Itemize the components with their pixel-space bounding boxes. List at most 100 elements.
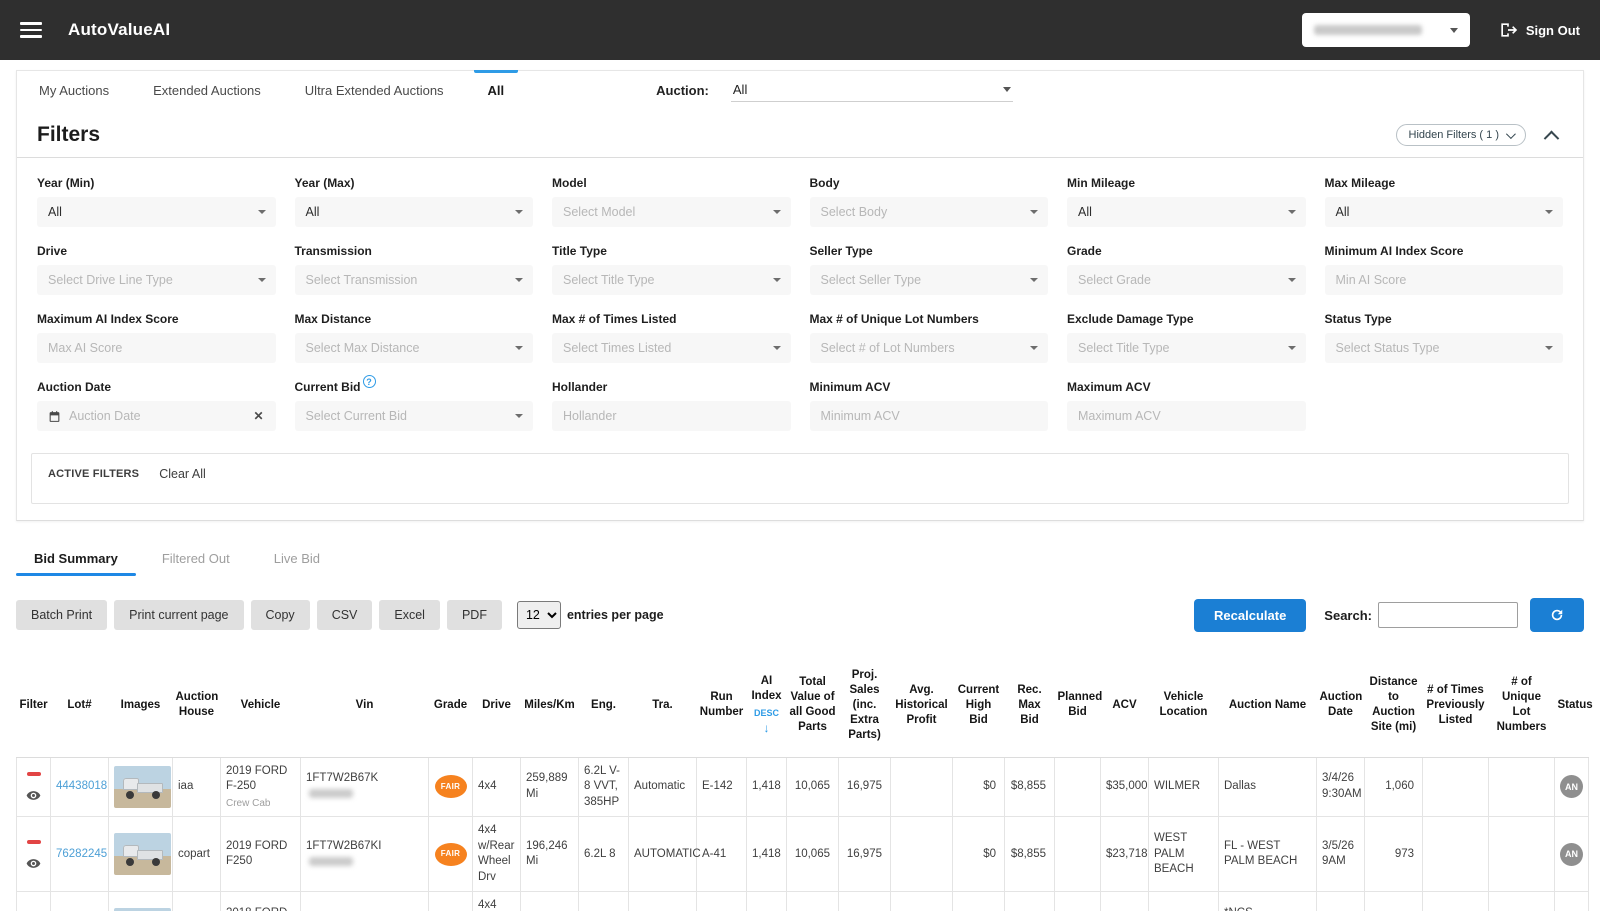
sign-out-button[interactable]: Sign Out (1498, 20, 1580, 40)
filter-select[interactable]: Select Grade (1067, 265, 1306, 295)
account-dropdown[interactable] (1301, 13, 1470, 47)
proj-sales-cell: 16,975 (838, 816, 891, 893)
acv-cell: $38,754 (1100, 891, 1149, 911)
engine-cell: 6.2L 8 (578, 816, 629, 893)
pdf-button[interactable]: PDF (446, 600, 502, 630)
filter-select[interactable]: Select Transmission (294, 265, 533, 295)
copy-button[interactable]: Copy (250, 600, 310, 630)
tab-bid-summary[interactable]: Bid Summary (16, 543, 136, 576)
filter-select[interactable]: All (1067, 197, 1306, 227)
filter-value: Min AI Score (1335, 273, 1407, 287)
filter-cell (16, 756, 51, 818)
hidden-filters-button[interactable]: Hidden Filters ( 1 ) (1395, 124, 1526, 146)
vehicle-thumbnail[interactable] (114, 765, 171, 808)
calendar-icon (49, 410, 60, 422)
filter-select[interactable]: Select Title Type (552, 265, 791, 295)
clear-date-icon[interactable]: ✕ (253, 409, 264, 423)
filter-value: Select Times Listed (563, 341, 672, 355)
sort-direction-label[interactable]: DESC (753, 708, 779, 719)
tab-my-auctions[interactable]: My Auctions (39, 82, 110, 98)
vin-masked (309, 856, 353, 866)
tab-all[interactable]: All (466, 70, 527, 109)
ai-index-cell: 1,418 (746, 816, 787, 893)
filter-select[interactable]: Select Seller Type (809, 265, 1048, 295)
exclude-row-icon[interactable] (26, 772, 41, 777)
chevron-down-icon (1287, 278, 1296, 282)
filter-select[interactable]: All (1324, 197, 1563, 227)
tab-extended-auctions[interactable]: Extended Auctions (153, 82, 261, 98)
filter-value: Maximum ACV (1078, 409, 1161, 423)
auction-select[interactable]: All (730, 78, 1013, 102)
lot-number-link[interactable]: 76282245 (56, 847, 108, 860)
col-header-total-value-of-all-good-parts: Total Value of all Good Parts (786, 642, 839, 758)
filter-input[interactable]: Auction Date ✕ (37, 401, 276, 431)
vehicle-thumbnail[interactable] (114, 908, 171, 911)
auction-name-cell: Dallas (1218, 756, 1317, 818)
filter-input[interactable]: Minimum ACV (809, 401, 1048, 431)
tab-ultra-extended-auctions[interactable]: Ultra Extended Auctions (304, 82, 444, 98)
col-header-avg-historical-profit: Avg. Historical Profit (890, 642, 953, 758)
entries-per-page-select[interactable]: 12 (516, 601, 561, 629)
chevron-down-icon (515, 210, 523, 214)
filter-input[interactable]: Min AI Score (1324, 265, 1563, 295)
filter-select[interactable]: Select Body (809, 197, 1048, 227)
eye-icon[interactable] (26, 858, 41, 869)
filter-value: Select # of Lot Numbers (820, 341, 955, 355)
help-icon[interactable]: ? (362, 375, 376, 388)
recalculate-button[interactable]: Recalculate (1194, 598, 1307, 632)
filter-select[interactable]: Select Title Type (1067, 333, 1306, 363)
filter-value: Select Body (820, 205, 888, 219)
filter-value: Select Seller Type (820, 273, 922, 287)
clear-all-button[interactable]: Clear All (159, 467, 206, 481)
col-header-vehicle: Vehicle (220, 642, 301, 758)
auction-date-cell: 3/4/26 8PM (1316, 891, 1365, 911)
search-input[interactable] (1378, 602, 1518, 628)
auctions-panel: My Auctions Extended Auctions Ultra Extend… (16, 70, 1584, 521)
vehicle-thumbnail[interactable] (114, 833, 171, 876)
grade-badge: FAIR (434, 842, 467, 866)
refresh-button[interactable] (1530, 598, 1584, 632)
eye-icon[interactable] (26, 790, 41, 801)
planned-bid-cell (1054, 756, 1101, 818)
filter-select[interactable]: Select # of Lot Numbers (809, 333, 1048, 363)
filter-select[interactable]: Select Times Listed (552, 333, 791, 363)
col-header-auction-house: Auction House (172, 642, 221, 758)
ai-index-cell: 1,359 (746, 891, 787, 911)
tab-live-bid[interactable]: Live Bid (273, 551, 320, 566)
filter-value: Select Current Bid (305, 409, 407, 423)
batch-print-button[interactable]: Batch Print (16, 600, 108, 630)
filter-select[interactable]: Select Model (552, 197, 791, 227)
distance-cell: 973 (1364, 816, 1423, 893)
proj-sales-cell: 16,975 (838, 756, 891, 818)
menu-icon[interactable] (20, 22, 42, 38)
filter-value: Select Grade (1078, 273, 1151, 287)
csv-button[interactable]: CSV (316, 600, 373, 630)
filter-input[interactable]: Max AI Score (37, 333, 276, 363)
vin-cell: 1FT7W2B67K (300, 756, 429, 818)
filter-select[interactable]: Select Drive Line Type (37, 265, 276, 295)
auction-name-cell: FL - WEST PALM BEACH (1218, 816, 1317, 893)
collapse-filters-chevron[interactable] (1543, 130, 1560, 146)
filter-select[interactable]: Select Current Bid (294, 401, 533, 431)
filter-field-hollander: Hollander Hollander (552, 380, 791, 431)
filter-value: Select Drive Line Type (48, 273, 173, 287)
total-value-cell: 14,371 (786, 891, 839, 911)
filter-input[interactable]: Maximum ACV (1067, 401, 1306, 431)
exclude-row-icon[interactable] (26, 839, 41, 844)
bid-summary-table: Filter Lot# Images Auction House Vehicle Vin G… (16, 642, 1593, 911)
tab-filtered-out[interactable]: Filtered Out (161, 551, 230, 566)
unique-lot-numbers-cell (1488, 756, 1555, 818)
filter-input[interactable]: Hollander (552, 401, 791, 431)
filter-value: Hollander (563, 409, 617, 423)
toolbar-right: Recalculate Search: (1194, 598, 1584, 632)
filter-field-status-type: Status Type Select Status Type (1324, 312, 1563, 363)
excel-button[interactable]: Excel (379, 600, 440, 630)
lot-number-link[interactable]: 44438018 (56, 780, 108, 793)
filter-select[interactable]: Select Max Distance (294, 333, 533, 363)
thumb-part (152, 858, 160, 867)
print-current-page-button[interactable]: Print current page (114, 600, 244, 630)
filter-select[interactable]: Select Status Type (1324, 333, 1563, 363)
chevron-down-icon (1545, 346, 1553, 350)
filter-select[interactable]: All (294, 197, 533, 227)
filter-select[interactable]: All (37, 197, 276, 227)
